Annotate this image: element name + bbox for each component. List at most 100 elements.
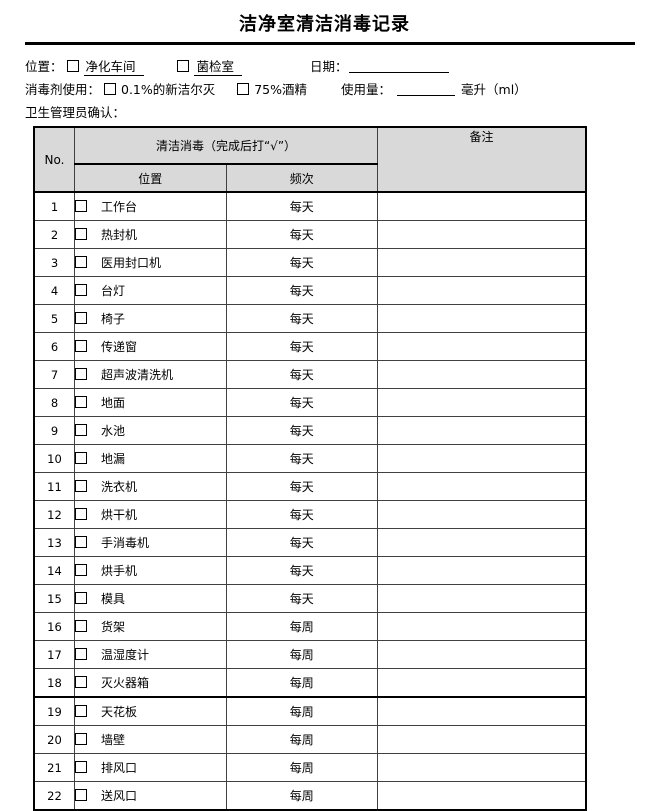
item-cell: 地漏	[74, 444, 227, 473]
header-remark: 备注	[377, 126, 587, 193]
item-checkbox[interactable]	[75, 648, 87, 660]
date-field[interactable]	[349, 58, 450, 73]
item-checkbox[interactable]	[75, 312, 87, 324]
remark-cell[interactable]	[377, 584, 587, 613]
item-checkbox[interactable]	[75, 733, 87, 745]
remark-cell[interactable]	[377, 416, 587, 445]
frequency-cell: 每周	[225, 725, 378, 754]
item-checkbox[interactable]	[75, 396, 87, 408]
item-cell: 传递窗	[74, 332, 227, 361]
item-checkbox[interactable]	[75, 480, 87, 492]
row-number: 16	[33, 612, 75, 641]
item-checkbox[interactable]	[75, 789, 87, 801]
remark-cell[interactable]	[377, 696, 587, 726]
item-cell: 灭火器箱	[74, 668, 227, 698]
table-header: No. 清洁消毒（完成后打“√”） 备注 位置 频次	[33, 126, 587, 193]
location-checkbox-lab[interactable]	[177, 60, 190, 72]
row-number: 8	[33, 388, 75, 417]
disinfectant-line: 消毒剂使用： 0.1%的新洁尔灭 75%酒精 使用量： 毫升（ml）	[25, 78, 649, 101]
remark-cell[interactable]	[377, 753, 587, 782]
item-checkbox[interactable]	[75, 368, 87, 380]
item-checkbox[interactable]	[75, 592, 87, 604]
row-number: 20	[33, 725, 75, 754]
item-cell: 台灯	[74, 276, 227, 305]
item-checkbox[interactable]	[75, 508, 87, 520]
item-checkbox[interactable]	[75, 620, 87, 632]
manager-confirm-line: 卫生管理员确认：	[25, 101, 649, 124]
table-row: 11 洗衣机 每天	[33, 472, 587, 501]
disinfectant-option-xinjieermie: 0.1%的新洁尔灭	[121, 82, 216, 97]
item-checkbox[interactable]	[75, 761, 87, 773]
table-row: 2 热封机 每天	[33, 220, 587, 249]
item-checkbox[interactable]	[75, 564, 87, 576]
location-label: 位置：	[25, 59, 63, 74]
disinfectant-checkbox-xinjieermie[interactable]	[104, 83, 116, 95]
frequency-cell: 每天	[225, 472, 378, 501]
remark-cell[interactable]	[377, 640, 587, 669]
table-row: 8 地面 每天	[33, 388, 587, 417]
disinfectant-option-alcohol: 75%酒精	[254, 82, 308, 97]
remark-cell[interactable]	[377, 332, 587, 361]
remark-cell[interactable]	[377, 725, 587, 754]
remark-cell[interactable]	[377, 220, 587, 249]
frequency-cell: 每天	[225, 191, 378, 221]
row-number: 22	[33, 781, 75, 811]
row-number: 9	[33, 416, 75, 445]
remark-cell[interactable]	[377, 276, 587, 305]
item-cell: 热封机	[74, 220, 227, 249]
remark-cell[interactable]	[377, 248, 587, 277]
remark-cell[interactable]	[377, 472, 587, 501]
table-row: 21 排风口 每周	[33, 753, 587, 782]
item-label: 手消毒机	[101, 536, 150, 550]
remark-cell[interactable]	[377, 500, 587, 529]
item-checkbox[interactable]	[75, 340, 87, 352]
frequency-cell: 每天	[225, 248, 378, 277]
item-checkbox[interactable]	[75, 228, 87, 240]
location-option-workshop: 净化车间	[83, 59, 144, 76]
remark-cell[interactable]	[377, 444, 587, 473]
remark-cell[interactable]	[377, 528, 587, 557]
item-checkbox[interactable]	[75, 200, 87, 212]
table-row: 7 超声波清洗机 每天	[33, 360, 587, 389]
remark-cell[interactable]	[377, 668, 587, 698]
table-row: 6 传递窗 每天	[33, 332, 587, 361]
table-row: 16 货架 每周	[33, 612, 587, 641]
remark-cell[interactable]	[377, 388, 587, 417]
table-row: 12 烘干机 每天	[33, 500, 587, 529]
item-checkbox[interactable]	[75, 705, 87, 717]
remark-cell[interactable]	[377, 781, 587, 811]
row-number: 6	[33, 332, 75, 361]
disinfectant-checkbox-alcohol[interactable]	[237, 83, 250, 95]
item-cell: 水池	[74, 416, 227, 445]
usage-field[interactable]	[397, 81, 456, 96]
remark-cell[interactable]	[377, 360, 587, 389]
remark-cell[interactable]	[377, 556, 587, 585]
item-checkbox[interactable]	[75, 536, 87, 548]
table-row: 5 椅子 每天	[33, 304, 587, 333]
frequency-cell: 每周	[225, 696, 378, 726]
cleaning-record-table: No. 清洁消毒（完成后打“√”） 备注 位置 频次 1 工作台 每天 2 热封…	[33, 126, 587, 811]
frequency-cell: 每周	[225, 753, 378, 782]
item-checkbox[interactable]	[75, 284, 87, 296]
remark-cell[interactable]	[377, 191, 587, 221]
item-cell: 地面	[74, 388, 227, 417]
remark-cell[interactable]	[377, 612, 587, 641]
location-checkbox-workshop[interactable]	[66, 60, 79, 72]
frequency-cell: 每天	[225, 556, 378, 585]
remark-cell[interactable]	[377, 304, 587, 333]
row-number: 10	[33, 444, 75, 473]
item-cell: 工作台	[74, 191, 227, 221]
frequency-cell: 每天	[225, 304, 378, 333]
usage-unit: 毫升（ml）	[461, 82, 527, 97]
item-label: 模具	[101, 592, 126, 606]
item-label: 货架	[101, 620, 126, 634]
item-checkbox[interactable]	[75, 256, 87, 268]
item-checkbox[interactable]	[75, 424, 87, 436]
item-label: 天花板	[101, 705, 138, 719]
item-label: 排风口	[101, 761, 138, 775]
table-row: 15 模具 每天	[33, 584, 587, 613]
frequency-cell: 每周	[225, 612, 378, 641]
item-checkbox[interactable]	[75, 452, 87, 464]
item-checkbox[interactable]	[75, 676, 87, 688]
